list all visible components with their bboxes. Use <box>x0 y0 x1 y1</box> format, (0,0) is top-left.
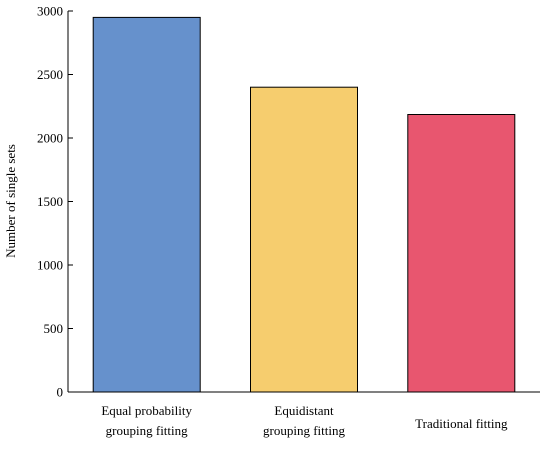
x-tick-label-2: Equidistant grouping fitting <box>263 403 345 438</box>
y-tick-label: 2500 <box>37 67 63 82</box>
x-tick-label-1: Equal probability grouping fitting <box>101 403 192 438</box>
bars <box>92 16 516 393</box>
y-axis-label: Number of single sets <box>3 144 18 258</box>
y-tick-label: 3000 <box>37 4 63 19</box>
x-tick-label-3: Traditional fitting <box>415 416 508 431</box>
y-ticks: 0 500 1000 1500 2000 2500 3000 <box>37 4 73 400</box>
y-tick-label: 1500 <box>37 194 63 209</box>
bar-3 <box>407 114 516 393</box>
bar-1 <box>92 16 201 393</box>
bar-2 <box>250 86 358 393</box>
y-tick-label: 500 <box>44 321 64 336</box>
y-tick-label: 2000 <box>37 131 63 146</box>
y-tick-label: 0 <box>57 385 64 400</box>
y-tick-label: 1000 <box>37 258 63 273</box>
x-tick-labels: Equal probability grouping fitting Equidis… <box>101 403 508 438</box>
